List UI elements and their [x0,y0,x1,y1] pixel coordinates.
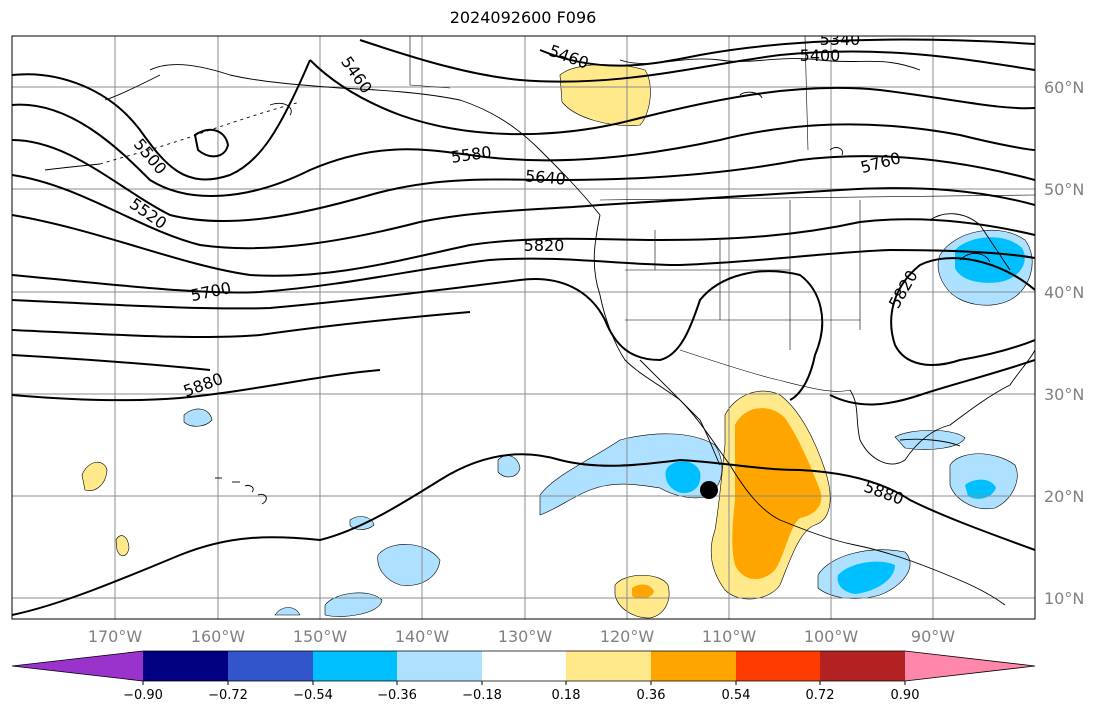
colorbar-cell [736,651,820,681]
longitude-labels: 170°W 160°W 150°W 140°W 130°W 120°W 110°… [88,627,955,646]
lon-label: 160°W [191,627,246,646]
negative-anomaly-strong [837,561,895,594]
black-dot-marker [700,481,718,499]
lon-label: 110°W [702,627,757,646]
negative-anomaly-area [183,408,213,427]
lon-label: 170°W [88,627,143,646]
colorbar-tick: 0.72 [806,688,835,703]
hawaii-islands [215,477,267,505]
map-background [12,36,1035,619]
colorbar-cell [651,651,736,681]
negative-anomaly-area [377,544,441,586]
negative-anomaly-strong [665,461,701,494]
colorbar-cell [228,651,313,681]
colorbar-cell [143,651,228,681]
contour-label: 5820 [524,236,565,255]
positive-anomaly-strong [732,408,822,580]
colorbar-tick: 0.54 [722,688,751,703]
colorbar-tick: −0.18 [462,688,502,703]
lon-label: 90°W [911,627,955,646]
map-title: 2024092600 F096 [449,8,597,27]
colorbar-tick: −0.54 [293,688,333,703]
map-frame [11,35,1036,620]
colorbar-cell [820,651,905,681]
colorbar-cell [482,651,566,681]
latitude-labels: 60°N 50°N 40°N 30°N 20°N 10°N [1044,78,1084,608]
negative-anomaly-area [324,592,383,617]
colorbar-tick: −0.72 [208,688,248,703]
colorbar-cell [397,651,482,681]
lon-label: 120°W [600,627,655,646]
lon-label: 150°W [293,627,348,646]
colorbar-cell [12,651,143,681]
colorbar-tick: 0.18 [552,688,581,703]
lon-label: 130°W [498,627,553,646]
lon-label: 100°W [804,627,859,646]
colorbar-tick: 0.90 [891,688,920,703]
negative-anomaly-area [274,607,301,616]
political-borders [409,36,1035,392]
positive-anomaly-strong [632,584,654,599]
colorbar-tick: −0.90 [123,688,163,703]
lat-label: 60°N [1044,78,1084,97]
height-contours [12,38,1035,616]
positive-anomaly-area [81,462,108,491]
colorbar-cell [313,651,397,681]
colorbar-cell [566,651,651,681]
lat-label: 10°N [1044,589,1084,608]
ridge-contours [193,128,230,158]
contour-label: 5640 [524,166,566,188]
positive-anomaly-area [115,535,130,557]
lon-label: 140°W [395,627,450,646]
negative-anomaly-strong [965,479,996,499]
lat-label: 20°N [1044,487,1084,506]
lat-label: 50°N [1044,180,1084,199]
colorbar-tick: −0.36 [377,688,417,703]
lat-label: 40°N [1044,283,1084,302]
colorbar: −0.90 −0.72 −0.54 −0.36 −0.18 0.18 0.36 … [11,650,1036,703]
lat-label: 30°N [1044,385,1084,404]
graticule [12,36,1035,619]
contour-label: 5400 [800,46,841,65]
contour-label: 5340 [820,30,861,49]
colorbar-cell [905,651,1035,681]
colorbar-tick: 0.36 [637,688,666,703]
